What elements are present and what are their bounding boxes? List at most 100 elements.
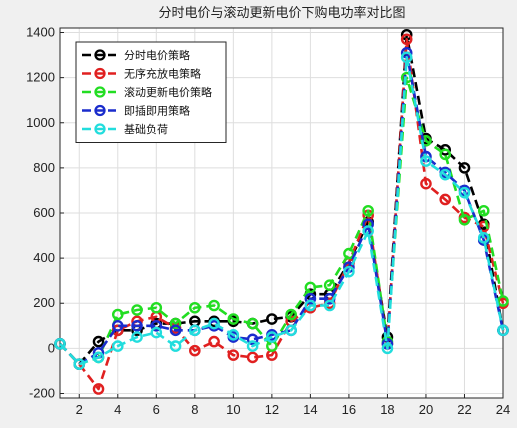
data-point (304, 281, 317, 294)
legend-label: 即插即用策略 (124, 104, 190, 118)
data-point (92, 383, 105, 395)
data-point (54, 338, 66, 350)
data-point (323, 299, 336, 312)
data-point (131, 304, 143, 316)
data-point (304, 299, 317, 312)
data-point (131, 331, 143, 343)
data-point (246, 351, 259, 364)
y-tick-label: 200 (33, 295, 55, 310)
data-point (111, 340, 124, 352)
x-tick-label: 4 (114, 402, 121, 417)
legend-marker (94, 86, 106, 98)
axes: 2 4 6 8 10 12 14 16 18 20 22 24-2000200400600800100… (26, 25, 510, 417)
data-point (304, 292, 317, 305)
legend-item-4: 即插即用策略 (82, 104, 190, 118)
legend-item-2: 无序充放电策略 (82, 67, 201, 81)
data-point (439, 168, 452, 181)
data-point (150, 326, 163, 339)
legend-marker (94, 104, 106, 117)
data-point (285, 308, 297, 321)
data-point (246, 333, 259, 346)
data-point (246, 340, 259, 352)
data-point (189, 344, 201, 357)
x-tick-label: 24 (496, 402, 510, 417)
x-tick-label: 12 (265, 402, 279, 417)
data-point (477, 232, 490, 244)
y-tick-label: 600 (33, 205, 55, 220)
x-tick-label: 14 (303, 402, 317, 417)
data-point (266, 331, 278, 343)
data-point (150, 320, 163, 332)
data-point (169, 324, 182, 337)
data-point (246, 317, 259, 330)
data-point (362, 225, 374, 237)
data-point (73, 358, 86, 370)
x-tick-label: 20 (419, 402, 433, 417)
legend-item-3: 滚动更新电价策略 (82, 85, 212, 99)
y-tick-label: 1000 (26, 115, 55, 130)
data-point (477, 204, 490, 217)
x-tick-label: 10 (226, 402, 240, 417)
data-point (439, 193, 452, 206)
data-point (381, 342, 394, 355)
data-point (169, 340, 182, 352)
legend-label: 基础负荷 (124, 122, 168, 136)
x-tick-label: 22 (457, 402, 471, 417)
data-point (266, 313, 278, 325)
legend-item-1: 分时电价策略 (82, 48, 190, 62)
data-point (111, 320, 124, 332)
data-point (227, 313, 240, 325)
legend-item-5: 基础负荷 (82, 122, 168, 136)
data-point (131, 320, 143, 332)
data-point (323, 279, 336, 291)
x-tick-label: 18 (380, 402, 394, 417)
y-tick-label: 400 (33, 250, 55, 265)
data-point (400, 51, 413, 64)
series-layer (54, 28, 509, 395)
data-point (439, 148, 452, 161)
data-point (458, 186, 471, 199)
data-point (208, 299, 220, 312)
chart-title: 分时电价与滚动更新电价下购电功率对比图 (158, 5, 405, 21)
x-tick-label: 8 (191, 402, 198, 417)
x-tick-label: 6 (153, 402, 160, 417)
data-point (285, 324, 297, 337)
y-tick-label: 1200 (26, 70, 55, 85)
data-point (227, 349, 240, 361)
data-point (362, 218, 374, 231)
data-point (92, 351, 105, 364)
data-point (92, 335, 105, 348)
legend-marker (94, 123, 106, 135)
data-point (150, 301, 163, 314)
legend-marker (94, 67, 106, 80)
data-point (343, 265, 355, 278)
y-tick-label: -200 (29, 385, 55, 400)
data-point (400, 33, 413, 46)
x-tick-label: 16 (342, 402, 356, 417)
y-tick-label: 1400 (26, 25, 55, 40)
x-tick-label: 2 (76, 402, 83, 417)
legend-label: 滚动更新电价策略 (124, 85, 212, 99)
data-point (497, 324, 509, 337)
legend-marker (94, 49, 106, 61)
data-point (189, 324, 201, 337)
legend-label: 分时电价策略 (124, 48, 190, 62)
data-point (208, 335, 220, 348)
series-5 (54, 51, 509, 370)
data-point (420, 155, 432, 167)
data-point (169, 317, 182, 330)
data-point (189, 301, 201, 314)
data-point (458, 162, 471, 174)
data-point (227, 329, 240, 341)
legend-label: 无序充放电策略 (124, 67, 201, 81)
data-point (497, 295, 509, 307)
y-tick-label: 0 (48, 340, 55, 355)
data-point (420, 177, 432, 190)
y-tick-label: 800 (33, 160, 55, 175)
data-point (111, 308, 124, 321)
data-point (362, 204, 374, 217)
data-point (208, 317, 220, 330)
